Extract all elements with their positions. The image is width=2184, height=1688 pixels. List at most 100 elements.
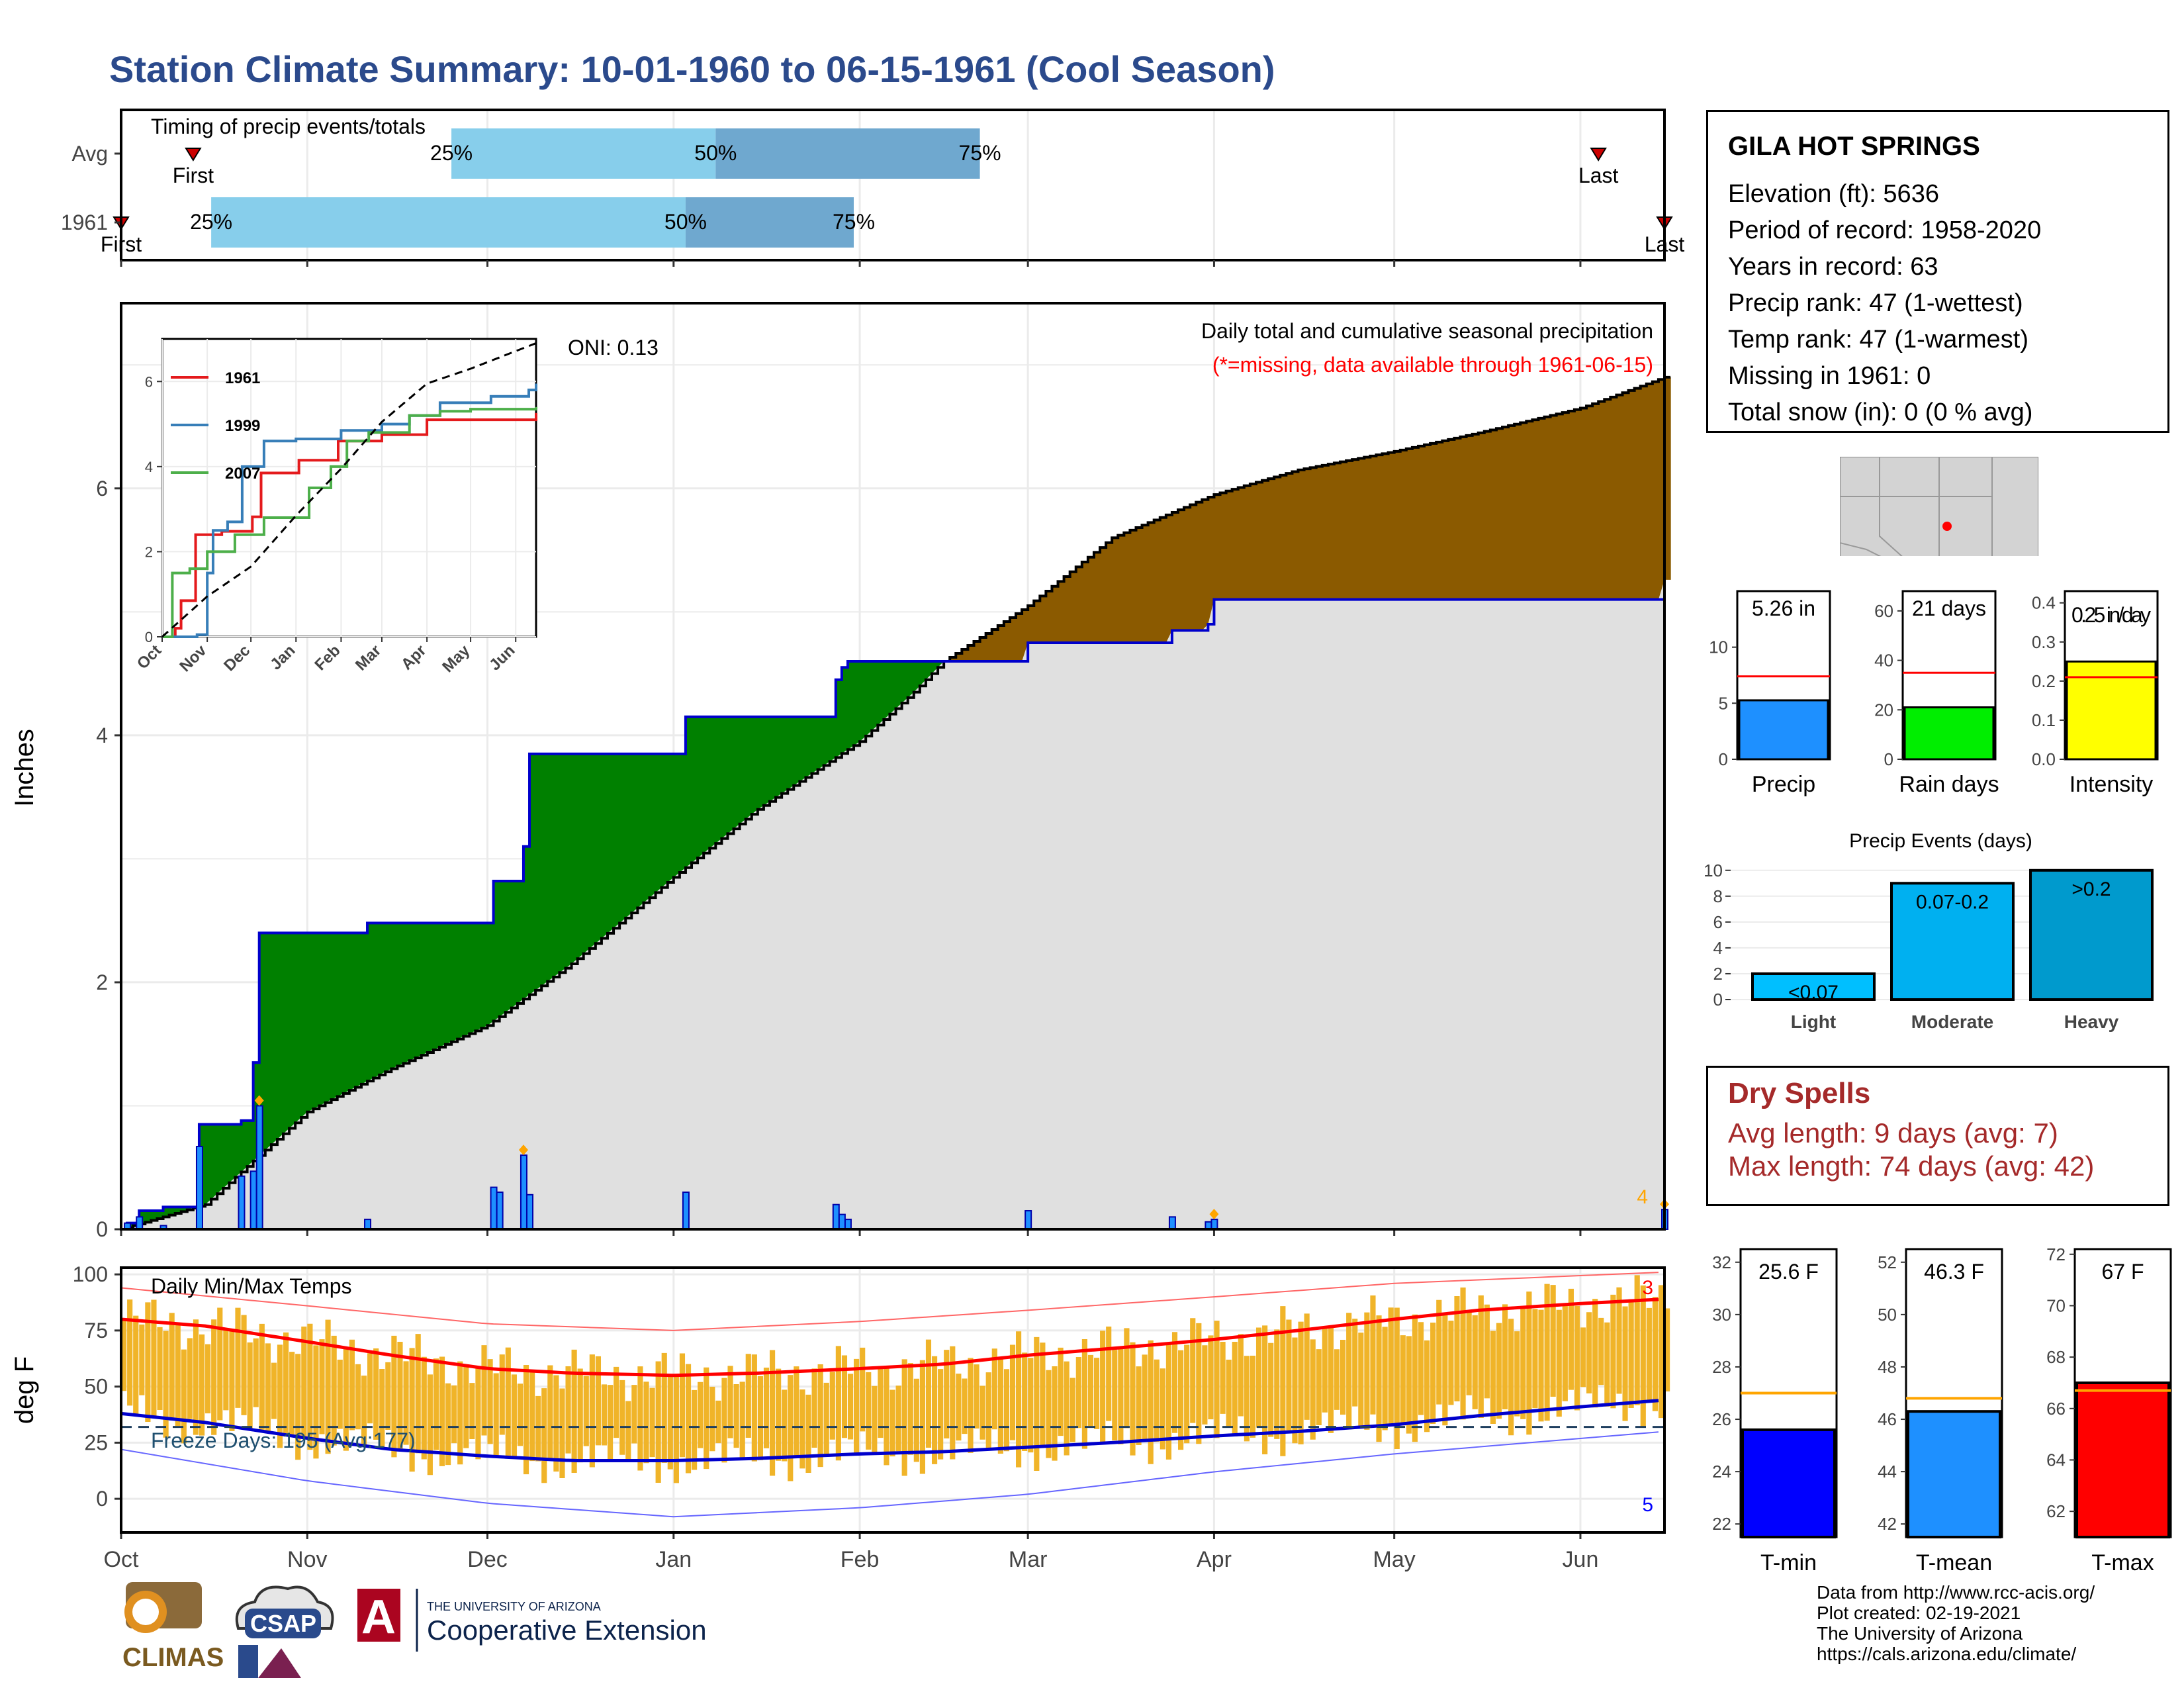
temp-y-tick-label: 46	[1878, 1409, 1897, 1429]
avg-max-line	[120, 1297, 1659, 1378]
x-tick-label: Apr	[1197, 1547, 1232, 1572]
daily-precip-bar	[1024, 1210, 1032, 1231]
temp-y-tick-label: 42	[1878, 1514, 1897, 1534]
temp-bar-t-max	[2075, 1381, 2170, 1539]
events-title: Precip Events (days)	[1849, 830, 2032, 852]
max-record-count: 3	[1642, 1277, 1653, 1299]
freeze-days-label: Freeze Days: 195 (Avg:177)	[151, 1429, 416, 1452]
temp-y-tick-label: 32	[1712, 1252, 1731, 1272]
timing-row-label: Avg	[71, 142, 108, 165]
daily-precip-bar	[490, 1186, 498, 1230]
ua-logo-bottom: Cooperative Extension	[427, 1615, 707, 1646]
summary-y-tick-label: 0	[1719, 749, 1728, 769]
x-tick-label: Dec	[467, 1547, 507, 1572]
event-bar-label: >0.2	[2071, 878, 2111, 900]
daily-precip-bar	[1168, 1216, 1176, 1231]
first-label: First	[173, 164, 214, 187]
precip-common-area	[121, 579, 1664, 1229]
temp-y-tick-label: 52	[1878, 1252, 1897, 1272]
summary-y-tick-label: 0.0	[2032, 749, 2056, 769]
summary-y-tick-label: 5	[1719, 693, 1728, 713]
credit-line: https://cals.arizona.edu/climate/	[1817, 1644, 2077, 1664]
event-category-label: Light	[1791, 1011, 1836, 1032]
temp-y-tick-label: 22	[1712, 1514, 1731, 1534]
daily-precip-bar	[682, 1192, 690, 1231]
summary-y-tick-label: 0.4	[2032, 593, 2056, 613]
avg-min-line	[120, 1399, 1659, 1463]
daily-precip-bar	[526, 1194, 534, 1230]
events-y-tick-label: 10	[1704, 861, 1723, 880]
inset-legend-label: 1999	[225, 417, 260, 435]
event-bar-label: <0.07	[1788, 982, 1839, 1004]
temps-title: Daily Min/Max Temps	[151, 1274, 351, 1298]
inset-legend-label: 1961	[225, 369, 260, 387]
temps-y-tick-label: 75	[84, 1319, 108, 1342]
timing-bar-dark	[685, 197, 854, 248]
daily-precip-bar	[238, 1175, 246, 1230]
record-precip-marker	[518, 1145, 528, 1156]
precip-panel: 4 Daily total and cumulative seasonal pre…	[96, 302, 1671, 1241]
station-line: Years in record: 63	[1728, 253, 1938, 281]
x-tick-label: Feb	[841, 1547, 880, 1572]
event-category-label: Moderate	[1911, 1011, 1993, 1032]
temp-bar-t-min	[1741, 1428, 1836, 1538]
inset-y-tick-label: 0	[145, 629, 153, 645]
precip-caption: Daily total and cumulative seasonal prec…	[1201, 319, 1653, 343]
x-tick-label: Jun	[1563, 1547, 1599, 1572]
daily-precip-bar	[832, 1203, 840, 1231]
inset-y-tick-label: 2	[145, 543, 153, 560]
temp-y-tick-label: 48	[1878, 1357, 1897, 1377]
event-bar-label: 0.07-0.2	[1916, 891, 1989, 913]
summary-bar-label: Intensity	[2070, 772, 2154, 797]
daily-precip-bar	[496, 1192, 504, 1231]
temp-y-tick-label: 24	[1712, 1462, 1731, 1481]
temp-value-label: 46.3 F	[1924, 1260, 1984, 1284]
x-tick-label: May	[1373, 1547, 1416, 1572]
summary-y-tick-label: 0.3	[2032, 632, 2056, 652]
precip-y-tick-label: 6	[96, 477, 108, 500]
summary-y-tick-label: 20	[1874, 700, 1893, 720]
inset-series-line-1999	[162, 383, 537, 638]
precip-above-avg-area	[127, 661, 944, 1228]
temp-y-tick-label: 68	[2046, 1347, 2066, 1367]
events-y-tick-label: 0	[1713, 990, 1723, 1009]
summary-y-tick-label: 60	[1874, 601, 1893, 621]
precip-record-count: 4	[1637, 1186, 1648, 1208]
credits: Data from http://www.rcc-acis.org/ Plot …	[1817, 1582, 2095, 1664]
min-record-count: 5	[1642, 1494, 1653, 1516]
inset-y-tick-label: 4	[145, 459, 153, 475]
inset-series-line-2007	[162, 406, 537, 638]
summary-y-tick-label: 40	[1874, 651, 1893, 671]
x-tick-label: Mar	[1009, 1547, 1048, 1572]
credit-line: Data from http://www.rcc-acis.org/	[1817, 1582, 2095, 1603]
climas-logo-text: CLIMAS	[122, 1643, 224, 1672]
timing-bar-light	[451, 128, 716, 179]
station-line: Temp rank: 47 (1-warmest)	[1728, 326, 2029, 353]
summary-y-tick-label: 0	[1884, 749, 1893, 769]
timing-title: Timing of precip events/totals	[151, 115, 426, 138]
daily-precip-bar	[838, 1213, 846, 1230]
precip-y-tick-label: 4	[96, 724, 108, 747]
temps-y-tick-label: 25	[84, 1430, 108, 1454]
temp-y-tick-label: 62	[2046, 1501, 2066, 1521]
temps-y-tick-label: 50	[84, 1375, 108, 1399]
temp-y-tick-label: 50	[1878, 1305, 1897, 1325]
logo-strip: CLIMAS CSAP A THE UNIVERSITY OF ARIZONA …	[122, 1582, 707, 1678]
avg-cumulative-line	[121, 375, 1671, 1231]
temps-y-tick-label: 100	[73, 1262, 108, 1286]
summary-bar-label: Rain days	[1899, 772, 1999, 797]
x-tick-label: Nov	[287, 1547, 327, 1572]
record-precip-marker	[1209, 1209, 1219, 1220]
event-bar-heavy	[2029, 868, 2154, 1002]
timing-frame	[120, 109, 1666, 261]
temps-panel: Daily Min/Max Temps Freeze Days: 195 (Avg…	[73, 1262, 1670, 1572]
locator-map	[1840, 457, 2038, 566]
temp-y-tick-label: 66	[2046, 1399, 2066, 1419]
first-marker	[185, 148, 202, 162]
events-y-tick-label: 2	[1713, 964, 1723, 984]
station-info-box: GILA HOT SPRINGS Elevation (ft): 5636 Pe…	[1706, 110, 2169, 433]
precip-events-chart: Precip Events (days) <0.07 Light 0.07-0.2 Mo…	[1704, 830, 2154, 1032]
temp-bar-label: T-min	[1760, 1550, 1817, 1575]
